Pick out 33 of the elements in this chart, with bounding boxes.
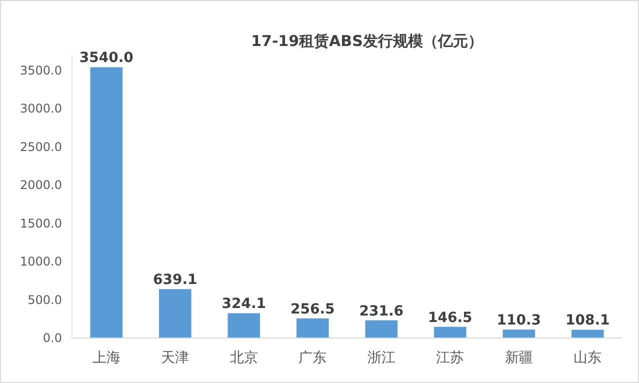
y-tick-label: 2500.0 — [20, 140, 62, 154]
y-tick-label: 1500.0 — [20, 216, 62, 230]
bar — [502, 330, 536, 338]
bar — [434, 326, 466, 338]
y-tick-label: 3500.0 — [20, 63, 62, 78]
data-label: 231.6 — [359, 303, 404, 320]
bar — [365, 320, 398, 338]
data-label: 110.3 — [496, 312, 542, 329]
y-tick-label: 1000.0 — [20, 254, 62, 269]
data-label: 324.1 — [222, 296, 266, 312]
bar — [296, 318, 329, 338]
x-tick-label: 浙江 — [367, 350, 396, 366]
y-tick-label: 500.0 — [28, 292, 62, 307]
data-label: 108.1 — [565, 312, 610, 329]
x-tick-label: 北京 — [230, 350, 258, 366]
x-tick-label: 上海 — [92, 350, 120, 366]
data-label: 639.1 — [152, 272, 198, 288]
bar — [571, 330, 604, 338]
data-label: 3540.0 — [79, 50, 134, 66]
bar — [228, 313, 260, 338]
chart-title: 17-19租赁ABS发行规模（亿元） — [251, 32, 483, 50]
data-label: 256.5 — [290, 301, 335, 318]
data-label: 146.5 — [428, 310, 472, 326]
x-tick-label: 广东 — [298, 350, 327, 366]
x-tick-label: 新疆 — [504, 350, 533, 366]
y-tick-label: 2000.0 — [20, 178, 62, 192]
x-tick-label: 山东 — [574, 350, 602, 366]
x-tick-label: 江苏 — [436, 350, 464, 366]
y-tick-label: 0.0 — [42, 331, 62, 345]
bar — [90, 67, 123, 338]
y-tick-label: 3000.0 — [20, 102, 62, 116]
x-tick-label: 天津 — [161, 350, 190, 366]
bar — [158, 289, 192, 338]
